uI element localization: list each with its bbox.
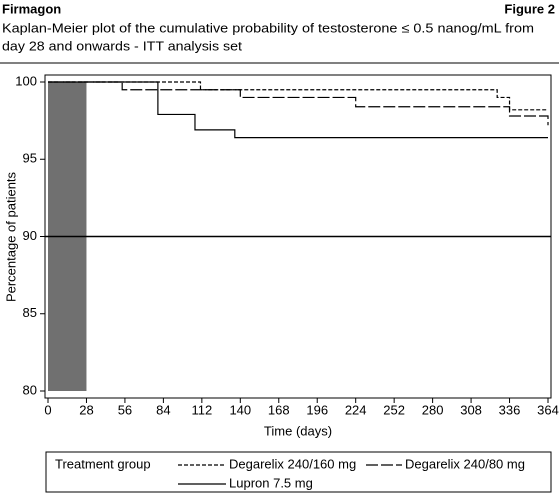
km-curve [48,81,548,111]
x-tick-label: 0 [44,402,51,417]
legend-label: Lupron 7.5 mg [229,475,313,490]
x-tick-label: 336 [499,402,521,417]
y-tick-label: 85 [23,305,37,320]
legend-title: Treatment group [55,456,151,471]
figure-label: Figure 2 [504,1,555,16]
x-tick-label: 196 [306,402,328,417]
y-tick-label: 100 [15,73,37,88]
x-tick-label: 308 [460,402,482,417]
x-tick-label: 168 [268,402,290,417]
y-axis-label: Percentage of patients [3,171,18,302]
km-curve [48,81,549,126]
legend-label: Degarelix 240/160 mg [229,456,356,471]
x-axis-label: Time (days) [264,423,332,438]
subtitle: Kaplan-Meier plot of the cumulative prob… [2,20,534,35]
legend-box [45,451,552,493]
x-tick-label: 252 [383,402,405,417]
x-tick-label: 140 [229,402,251,417]
y-tick-label: 90 [23,228,37,243]
y-tick-label: 80 [23,382,37,397]
x-tick-label: 280 [422,402,444,417]
x-tick-label: 364 [537,402,559,417]
x-tick-label: 84 [156,402,170,417]
y-tick-label: 95 [23,151,37,166]
x-tick-label: 112 [191,402,212,417]
header: Firmagon [2,1,61,16]
legend-label: Degarelix 240/80 mg [405,456,525,471]
subtitle: day 28 and onwards - ITT analysis set [2,38,242,53]
x-tick-label: 28 [79,402,93,417]
x-tick-label: 56 [118,402,132,417]
km-curve [48,81,548,139]
x-tick-label: 224 [345,402,367,417]
